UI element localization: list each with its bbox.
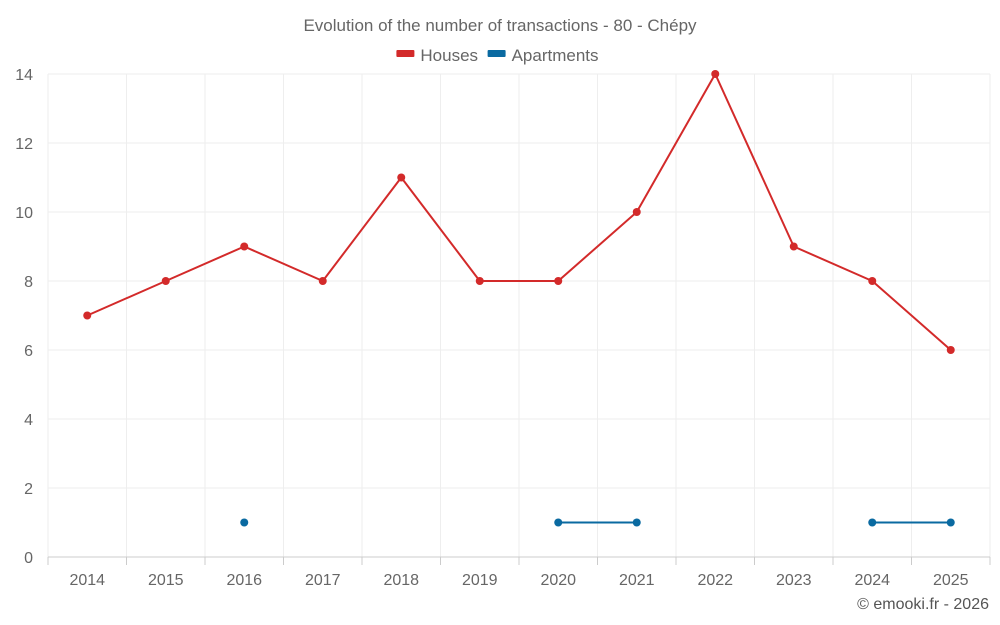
x-tick-label: 2016 [226, 572, 262, 589]
credit-text: © emooki.fr - 2026 [857, 596, 989, 613]
series-apartments [240, 518, 955, 527]
data-point[interactable] [240, 242, 249, 251]
legend-swatch [487, 50, 506, 57]
data-point[interactable] [475, 277, 484, 285]
x-tick-label: 2025 [933, 572, 969, 589]
data-point[interactable] [946, 346, 955, 354]
data-point[interactable] [161, 277, 170, 285]
x-tick-label: 2018 [383, 572, 419, 589]
data-point[interactable] [554, 518, 563, 527]
data-point[interactable] [397, 173, 406, 182]
x-tick-label: 2015 [148, 572, 184, 589]
y-tick-label: 4 [24, 412, 33, 429]
data-point[interactable] [946, 518, 955, 527]
data-point[interactable] [868, 277, 877, 285]
data-point[interactable] [789, 242, 798, 251]
axes: 0 2 4 6 8 10 12 14 2014 2015 2016 2017 2018 2019 2020 2… [15, 67, 991, 589]
legend-swatch [396, 50, 415, 57]
x-tick-label: 2023 [776, 572, 812, 589]
data-point[interactable] [632, 518, 641, 527]
grid [47, 73, 991, 557]
series-layer [83, 70, 955, 527]
data-point[interactable] [711, 70, 720, 78]
legend-item-apartments[interactable]: Apartments [487, 46, 599, 65]
legend[interactable]: Houses Apartments [396, 46, 599, 65]
series-houses [83, 70, 955, 354]
y-tick-label: 14 [15, 67, 33, 84]
data-point[interactable] [318, 277, 327, 285]
x-tick-label: 2024 [854, 572, 890, 589]
data-point[interactable] [240, 518, 249, 527]
x-tick-label: 2014 [69, 572, 105, 589]
y-tick-label: 10 [15, 205, 33, 222]
y-tick-label: 2 [24, 481, 33, 498]
y-tick-label: 8 [24, 274, 33, 291]
legend-label: Apartments [512, 46, 599, 65]
x-tick-label: 2020 [540, 572, 576, 589]
chart-title: Evolution of the number of transactions … [303, 16, 697, 35]
x-tick-label: 2022 [697, 572, 733, 589]
data-point[interactable] [868, 518, 877, 527]
y-tick-label: 6 [24, 343, 33, 360]
series-line [86, 73, 952, 351]
data-point[interactable] [632, 208, 641, 216]
y-tick-label: 12 [15, 136, 33, 153]
data-point[interactable] [554, 277, 563, 285]
legend-label: Houses [420, 46, 478, 65]
x-tick-label: 2017 [305, 572, 341, 589]
y-tick-label: 0 [24, 550, 33, 567]
x-tick-label: 2019 [462, 572, 498, 589]
legend-item-houses[interactable]: Houses [396, 46, 478, 65]
x-tick-label: 2021 [619, 572, 655, 589]
data-point[interactable] [83, 311, 92, 320]
